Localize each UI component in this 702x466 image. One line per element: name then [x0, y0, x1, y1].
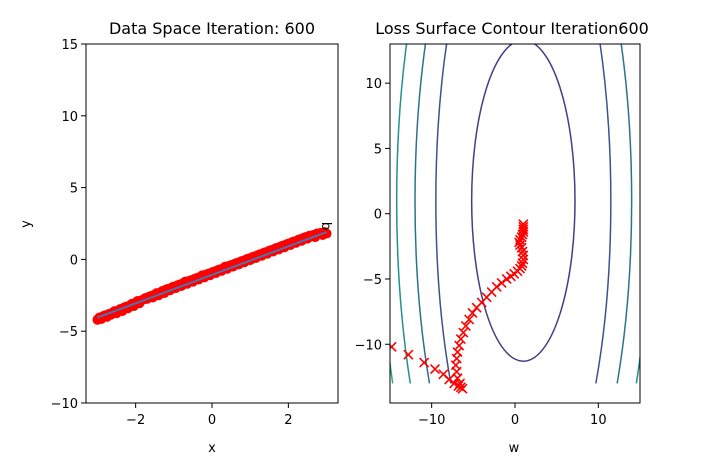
left-x-tick-label: 2	[284, 413, 292, 428]
trajectory-marker	[454, 340, 465, 351]
left-y-tick-label: 15	[61, 38, 78, 53]
left-chart-title: Data Space Iteration: 600	[109, 19, 315, 38]
trajectory-marker	[516, 260, 527, 271]
trajectory-marker	[457, 383, 468, 394]
right-x-axis-label: w	[509, 441, 520, 456]
trajectory-marker	[517, 246, 528, 257]
trajectory-marker	[429, 363, 441, 375]
data-point	[321, 228, 332, 239]
trajectory-marker	[419, 357, 430, 368]
right-x-tick-label: 10	[590, 413, 607, 428]
left-x-axis-label: x	[208, 441, 216, 456]
right-x-tick-label: −10	[418, 413, 445, 428]
left-axes-frame	[85, 43, 339, 404]
right-y-tick-label: −5	[363, 273, 382, 288]
left-y-tick-label: 0	[70, 253, 78, 268]
left-x-tick-label: −2	[126, 413, 145, 428]
data-space-subplot: Data Space Iteration: 600 −2 0 2 −10 −5 0 5 10 1…	[19, 19, 339, 456]
right-y-tick-label: 0	[374, 208, 382, 223]
trajectory-marker	[518, 221, 529, 232]
contour-level-3	[414, 44, 633, 384]
contour-level-6	[365, 0, 682, 383]
trajectory-marker	[454, 378, 466, 389]
left-x-tick-label: 0	[208, 413, 216, 428]
trajectory-marker	[390, 341, 397, 352]
left-y-tick-label: −10	[51, 397, 78, 412]
contour-level-1	[470, 44, 576, 363]
right-axes-frame	[389, 43, 641, 404]
left-y-tick-label: −5	[59, 325, 78, 340]
left-side-label: b	[318, 222, 333, 230]
contour-level-2	[435, 44, 612, 384]
loss-contour-subplot: Loss Surface Contour Iteration600 −10 0 10…	[355, 0, 696, 456]
trajectory-marker	[403, 349, 414, 360]
trajectory-marker	[464, 314, 475, 325]
left-y-tick-label: 10	[61, 110, 78, 125]
trajectory-marker	[452, 347, 463, 358]
trajectory-marker	[514, 237, 525, 248]
right-y-tick-label: −10	[355, 338, 382, 353]
right-y-tick-label: 5	[374, 142, 382, 157]
left-y-tick-label: 5	[70, 182, 78, 197]
trajectory-marker	[455, 333, 466, 345]
left-plot-area	[92, 227, 332, 325]
right-x-tick-label: 0	[511, 413, 519, 428]
right-plot-area	[365, 0, 696, 394]
trajectory-marker	[458, 327, 469, 338]
trajectory-marker	[518, 250, 529, 261]
fit-line	[97, 231, 327, 319]
left-y-axis-label: y	[19, 220, 34, 228]
trajectory-marker	[518, 219, 529, 230]
left-ticks: −2 0 2 −10 −5 0 5 10 15	[51, 38, 293, 428]
contour-level-4	[397, 0, 650, 383]
right-y-tick-label: 10	[365, 77, 382, 92]
right-ticks: −10 0 10 −10 −5 0 5 10	[355, 77, 607, 428]
trajectory-marker	[460, 320, 471, 332]
right-chart-title: Loss Surface Contour Iteration600	[375, 19, 649, 38]
